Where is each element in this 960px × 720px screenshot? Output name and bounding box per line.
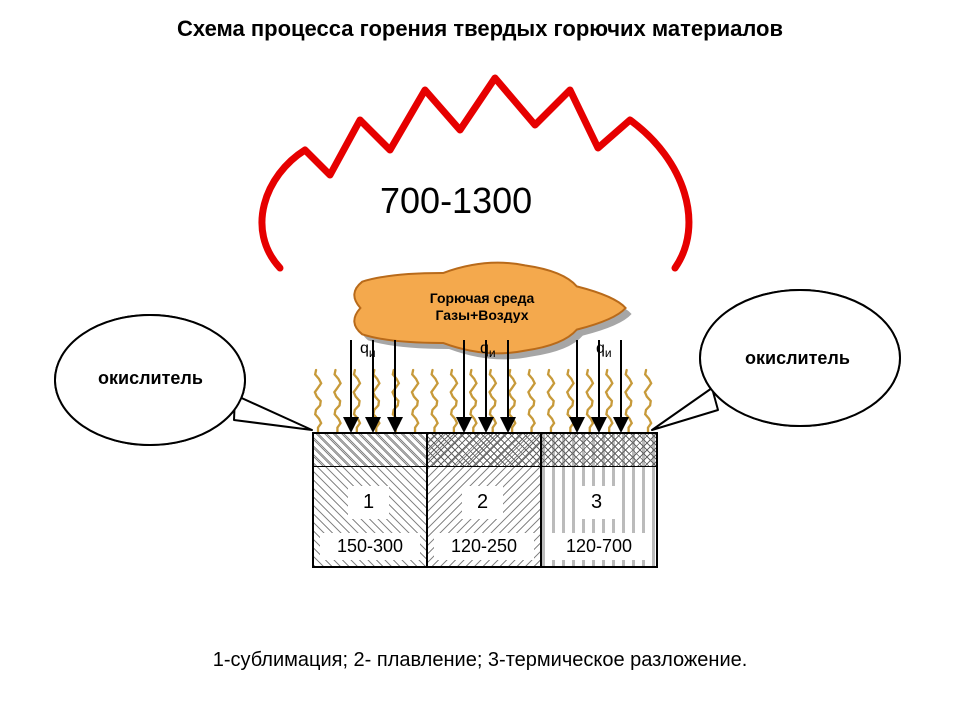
diagram-stage: Схема процесса горения твердых горючих м… [0, 0, 960, 720]
heat-flux-label-1: qи [360, 340, 376, 360]
material-block-2: 2 120-250 [428, 434, 542, 566]
oxidizer-label-left: окислитель [98, 368, 203, 389]
material-blocks: 1 150-300 2 120-250 3 120-700 [312, 432, 658, 568]
block-temp-1: 150-300 [320, 533, 420, 560]
block-index-1: 1 [348, 486, 389, 519]
cloud-line2: Газы+Воздух [402, 307, 562, 324]
cloud-line1: Горючая среда [402, 290, 562, 307]
diagram-title: Схема процесса горения твердых горючих м… [0, 16, 960, 42]
gas-spirals [315, 370, 651, 432]
oxidizer-label-right: окислитель [745, 348, 850, 369]
block-index-3: 3 [576, 486, 617, 519]
block-index-2: 2 [462, 486, 503, 519]
material-block-1: 1 150-300 [314, 434, 428, 566]
flame-temperature: 700-1300 [380, 180, 532, 222]
material-block-3: 3 120-700 [542, 434, 656, 566]
block-temp-2: 120-250 [434, 533, 534, 560]
heat-flux-label-2: qи [480, 340, 496, 360]
flame-shape [262, 78, 689, 268]
combustible-cloud-label: Горючая среда Газы+Воздух [402, 290, 562, 324]
block-temp-3: 120-700 [548, 533, 650, 560]
heat-flux-label-3: qи [596, 340, 612, 360]
diagram-caption: 1-сублимация; 2- плавление; 3-термическо… [0, 649, 960, 672]
